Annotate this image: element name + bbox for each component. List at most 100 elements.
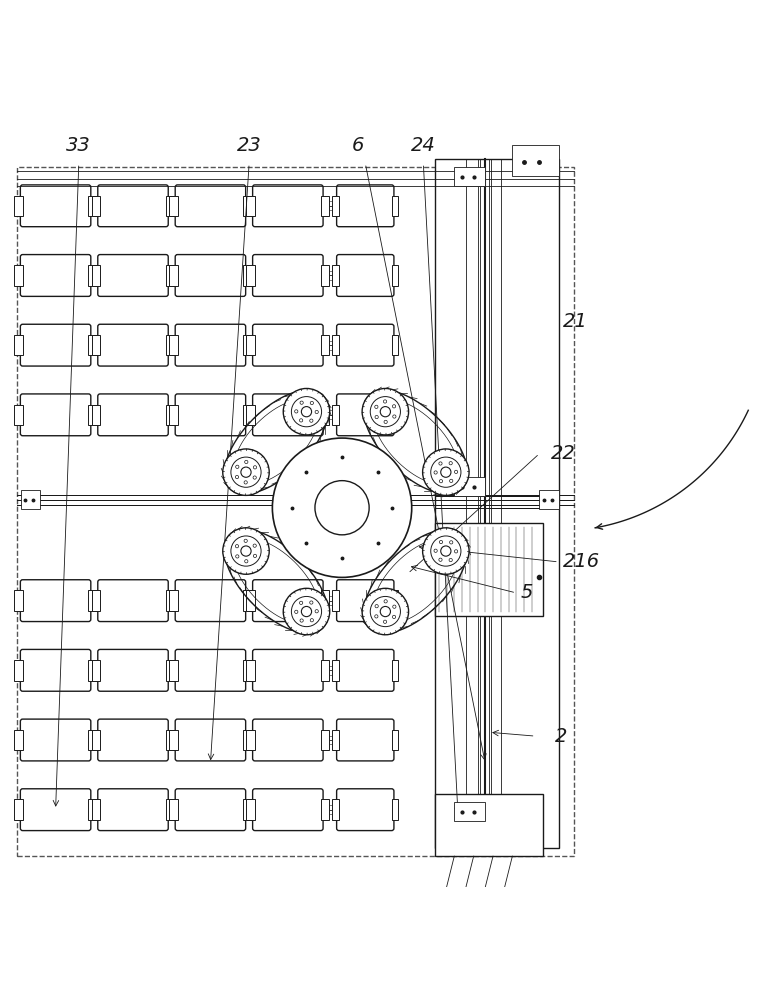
Circle shape: [301, 407, 312, 417]
Circle shape: [241, 546, 251, 556]
Bar: [21, 490, 40, 509]
Bar: [246, 405, 255, 425]
Circle shape: [235, 555, 239, 558]
Circle shape: [392, 405, 395, 408]
FancyBboxPatch shape: [20, 185, 91, 227]
Circle shape: [383, 400, 387, 403]
Circle shape: [439, 558, 442, 561]
FancyBboxPatch shape: [253, 255, 323, 296]
Bar: [169, 590, 177, 611]
Circle shape: [235, 545, 239, 548]
Bar: [92, 799, 100, 820]
Bar: [169, 405, 177, 425]
FancyBboxPatch shape: [175, 580, 246, 622]
Bar: [89, 590, 97, 611]
Circle shape: [375, 605, 378, 608]
Circle shape: [245, 460, 248, 464]
Circle shape: [423, 449, 469, 495]
Bar: [321, 590, 329, 611]
Circle shape: [315, 610, 319, 613]
FancyBboxPatch shape: [175, 719, 246, 761]
Circle shape: [284, 588, 329, 635]
Bar: [169, 660, 177, 681]
Bar: [332, 196, 339, 216]
Circle shape: [300, 401, 303, 404]
Circle shape: [362, 388, 409, 435]
Bar: [435, 523, 543, 616]
Circle shape: [392, 415, 396, 418]
Circle shape: [430, 457, 461, 487]
FancyBboxPatch shape: [253, 789, 323, 831]
Circle shape: [450, 541, 453, 544]
Bar: [89, 799, 97, 820]
Circle shape: [300, 619, 303, 622]
Bar: [14, 660, 23, 681]
Bar: [14, 265, 23, 286]
Circle shape: [223, 449, 269, 495]
FancyBboxPatch shape: [336, 394, 394, 436]
Circle shape: [244, 539, 247, 542]
Bar: [92, 335, 100, 355]
FancyBboxPatch shape: [253, 185, 323, 227]
FancyBboxPatch shape: [175, 789, 246, 831]
Bar: [332, 265, 339, 286]
Bar: [332, 799, 339, 820]
Text: 2: 2: [555, 727, 567, 746]
Circle shape: [455, 550, 458, 553]
Circle shape: [441, 467, 451, 477]
Bar: [392, 660, 399, 681]
Bar: [243, 335, 252, 355]
Bar: [392, 265, 399, 286]
Circle shape: [235, 465, 239, 468]
FancyBboxPatch shape: [20, 789, 91, 831]
Circle shape: [291, 596, 322, 627]
FancyBboxPatch shape: [20, 394, 91, 436]
FancyBboxPatch shape: [98, 580, 169, 622]
Bar: [246, 799, 255, 820]
FancyBboxPatch shape: [98, 719, 169, 761]
Bar: [392, 799, 399, 820]
Bar: [14, 335, 23, 355]
Circle shape: [253, 476, 256, 479]
Circle shape: [362, 588, 409, 635]
Bar: [166, 265, 175, 286]
Bar: [89, 405, 97, 425]
FancyBboxPatch shape: [336, 185, 394, 227]
Bar: [166, 196, 175, 216]
Bar: [14, 196, 23, 216]
Bar: [392, 405, 399, 425]
Circle shape: [310, 619, 313, 622]
Text: 22: 22: [551, 444, 576, 463]
Circle shape: [310, 419, 313, 422]
Circle shape: [301, 606, 312, 617]
Circle shape: [439, 540, 443, 544]
FancyBboxPatch shape: [175, 394, 246, 436]
FancyBboxPatch shape: [98, 394, 169, 436]
Bar: [166, 590, 175, 611]
Circle shape: [310, 401, 313, 405]
Bar: [169, 730, 177, 750]
Circle shape: [294, 410, 298, 413]
Bar: [321, 799, 329, 820]
Circle shape: [392, 615, 395, 619]
Bar: [332, 730, 339, 750]
Circle shape: [299, 601, 303, 604]
Bar: [166, 799, 175, 820]
Bar: [332, 660, 339, 681]
Bar: [455, 802, 486, 821]
Circle shape: [310, 601, 313, 604]
Bar: [243, 730, 252, 750]
Circle shape: [449, 462, 452, 465]
Circle shape: [375, 415, 378, 419]
Bar: [92, 196, 100, 216]
Circle shape: [315, 481, 369, 535]
Circle shape: [384, 600, 387, 603]
Bar: [92, 265, 100, 286]
Text: 33: 33: [67, 136, 91, 155]
FancyBboxPatch shape: [20, 255, 91, 296]
Bar: [89, 335, 97, 355]
Bar: [246, 660, 255, 681]
Bar: [169, 799, 177, 820]
Circle shape: [299, 419, 303, 422]
FancyBboxPatch shape: [20, 719, 91, 761]
